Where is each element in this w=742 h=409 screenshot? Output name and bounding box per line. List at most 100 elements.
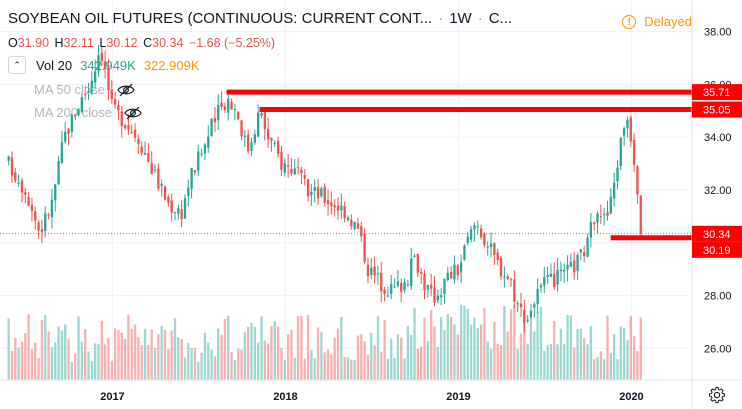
volume-indicator-legend[interactable]: ⌃ Vol 20 342.949K 322.909K [8, 56, 200, 74]
volume-bar [157, 334, 160, 380]
candle-body [403, 281, 406, 291]
candle-body [483, 234, 486, 246]
volume-bar [479, 324, 483, 380]
volume-bar [583, 338, 586, 380]
candle-body [326, 200, 330, 205]
candle-body [466, 236, 469, 243]
volume-bar [127, 314, 130, 380]
volume-bar [27, 314, 30, 380]
candle-body [632, 139, 636, 165]
candle-body [622, 128, 626, 136]
candle-body [100, 52, 103, 61]
volume-bar [193, 347, 197, 380]
candle-body [207, 136, 210, 148]
candle-body [223, 106, 227, 110]
volume-bar [263, 340, 266, 380]
candle-body [553, 273, 556, 287]
candle-body [559, 269, 563, 272]
volume-bar [123, 339, 127, 380]
candle-body [163, 186, 167, 200]
candle-body [123, 125, 127, 129]
volume-bar [20, 341, 24, 380]
candle-body [183, 198, 187, 219]
volume-bar [636, 350, 639, 380]
volume-bar [626, 340, 629, 380]
candle-body [20, 180, 24, 193]
candle-body [599, 215, 603, 217]
volume-bar [177, 337, 180, 380]
candle-body [479, 228, 483, 238]
candle-body [40, 229, 44, 233]
ma200-indicator-legend[interactable]: MA 200 close [34, 105, 142, 120]
candle-body [499, 257, 503, 277]
candle-body [636, 166, 639, 195]
volume-bar [496, 343, 499, 380]
candle-body [210, 118, 213, 137]
candle-body [376, 273, 380, 275]
candle-body [203, 144, 207, 154]
candle-body [533, 304, 536, 308]
symbol-header[interactable]: SOYBEAN OIL FUTURES (CONTINUOUS: CURRENT… [8, 10, 513, 27]
volume-bar [463, 305, 466, 380]
candle-body [393, 286, 396, 288]
candle-body [193, 170, 197, 173]
price-tick-label: 38.00 [704, 27, 732, 39]
volume-bar [323, 352, 326, 380]
eye-slash-icon[interactable] [117, 83, 135, 97]
volume-bar [44, 315, 47, 380]
candle-body [77, 109, 80, 116]
volume-bar [396, 334, 400, 380]
volume-bar [499, 344, 503, 380]
candle-body [523, 310, 526, 323]
candle-body [549, 273, 553, 278]
candle-body [303, 175, 306, 179]
volume-bar [443, 330, 446, 380]
horizontal-levels[interactable] [0, 89, 692, 241]
volume-bar [163, 329, 167, 380]
candle-body [556, 269, 559, 285]
candle-body [609, 196, 612, 214]
volume-bar [120, 332, 123, 380]
candle-body [266, 128, 270, 140]
volume-bar [207, 342, 210, 380]
candle-body [413, 255, 416, 257]
interval-label[interactable]: 1W [449, 10, 472, 27]
time-axis[interactable]: 2017 2018 2019 2020 [0, 379, 742, 403]
candle-body [57, 160, 60, 185]
volume-bar [612, 334, 616, 380]
gear-icon[interactable] [708, 386, 726, 404]
price-label: 35.71 [703, 87, 731, 99]
candle-body [157, 168, 160, 189]
candle-body [390, 283, 393, 294]
candle-body [217, 105, 220, 121]
candle-body [306, 179, 310, 197]
candle-body [603, 214, 606, 216]
candle-body [227, 98, 230, 113]
candle-body [353, 221, 356, 229]
candle-body [443, 279, 446, 295]
close-value: 30.34 [152, 36, 184, 50]
candle-body [493, 242, 496, 256]
delayed-indicator[interactable]: ! Delayed [622, 14, 692, 29]
volume-bar [220, 334, 223, 380]
candle-body [17, 182, 20, 184]
volume-bar [153, 347, 157, 380]
candle-body [313, 187, 316, 191]
candle-body [37, 222, 40, 231]
candle-body [296, 167, 300, 169]
low-value: 30.12 [106, 36, 138, 50]
eye-slash-icon[interactable] [124, 106, 142, 120]
ma50-indicator-legend[interactable]: MA 50 close [34, 82, 135, 97]
volume-bar [639, 317, 642, 380]
time-tick-label: 2020 [619, 391, 643, 403]
volume-bar [217, 328, 220, 380]
candle-body [110, 89, 113, 100]
volume-bar [17, 347, 20, 380]
volume-bar [140, 345, 143, 380]
volume-bar [80, 341, 84, 380]
candle-body [563, 269, 566, 272]
candle-body [293, 168, 296, 175]
chevron-up-icon[interactable]: ⌃ [8, 56, 26, 74]
